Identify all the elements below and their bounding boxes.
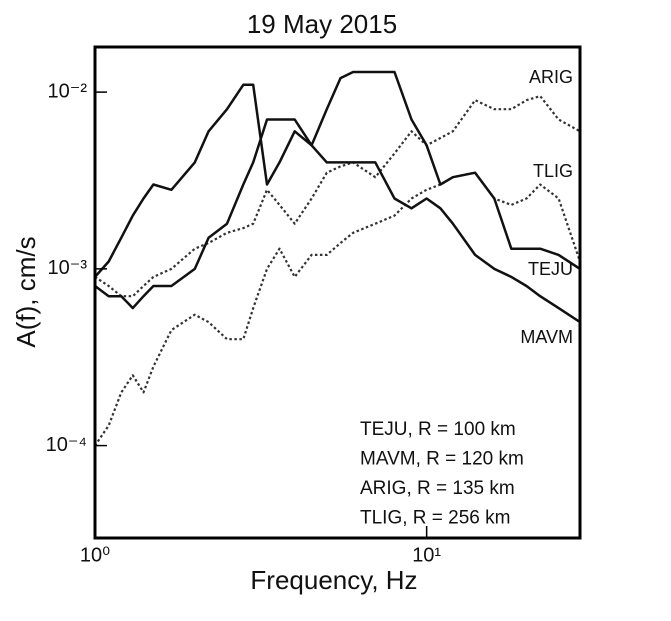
y-axis-label: A(f), cm/s xyxy=(11,236,41,347)
series-line xyxy=(95,70,580,310)
plot-frame xyxy=(93,45,582,540)
chart-title: 19 May 2015 xyxy=(247,9,397,39)
series-label: MAVM xyxy=(520,327,573,347)
x-axis-label: Frequency, Hz xyxy=(250,565,417,595)
y-tick-label: 10⁻³ xyxy=(48,257,88,279)
series-label: TEJU xyxy=(528,259,573,279)
legend-entry: TLIG, R = 256 km xyxy=(360,508,510,529)
y-tick-label: 10⁻² xyxy=(48,80,88,102)
plot-lines xyxy=(95,70,580,447)
series-line xyxy=(95,83,580,324)
series-label: TLIG xyxy=(533,161,573,181)
y-tick-label: 10⁻⁴ xyxy=(46,434,87,456)
series-line xyxy=(95,95,580,298)
legend-entry: MAVM, R = 120 km xyxy=(360,449,524,470)
series-line xyxy=(95,171,580,447)
x-tick-label: 10¹ xyxy=(412,544,441,566)
x-tick-label: 10⁰ xyxy=(80,544,110,566)
series-label: ARIG xyxy=(529,67,573,87)
legend-entry: ARIG, R = 135 km xyxy=(360,478,515,499)
legend-entry: TEJU, R = 100 km xyxy=(360,419,516,440)
